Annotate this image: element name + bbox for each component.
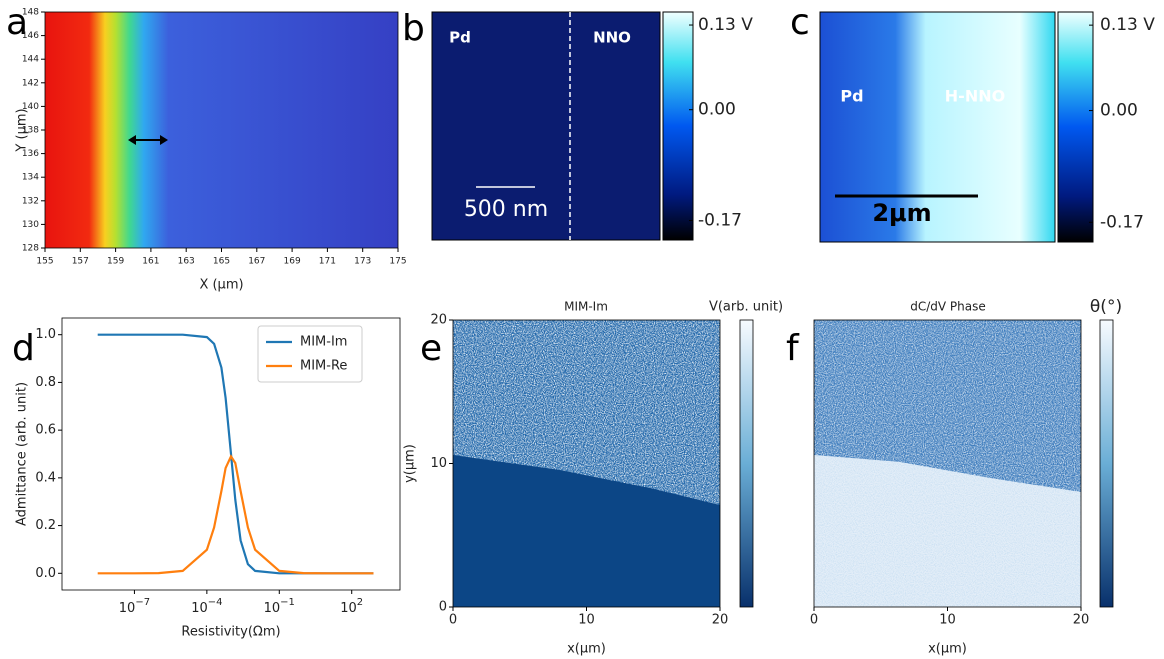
y-tick-label: 0.8 — [35, 375, 56, 390]
x-axis-label: X (μm) — [199, 278, 243, 293]
y-tick-label: 136 — [22, 149, 39, 159]
panel-letter: c — [790, 2, 810, 43]
annotation: Pd — [449, 29, 471, 47]
legend-label: MIM-Im — [300, 335, 347, 350]
colorbar — [1099, 319, 1114, 608]
x-tick-label: 159 — [107, 257, 124, 267]
colorbar-tick-label: 0.13 V — [1100, 15, 1155, 35]
panel-letter: f — [786, 328, 800, 369]
x-tick-label: 20 — [1073, 613, 1090, 628]
x-tick-label: 165 — [213, 257, 230, 267]
annotation: Pd — [840, 87, 863, 106]
chart-title: dC/dV Phase — [910, 300, 986, 314]
y-tick-label: 130 — [22, 220, 39, 230]
y-axis-label: Admittance (arb. unit) — [15, 382, 30, 526]
axes-frame — [61, 317, 401, 591]
x-tick-label: 0 — [810, 613, 818, 628]
y-axis-label: y(μm) — [403, 444, 418, 483]
y-tick-label: 146 — [22, 31, 39, 41]
legend-label: MIM-Re — [300, 359, 347, 374]
x-tick-label: 10−4 — [191, 597, 222, 616]
y-tick-label: 0.4 — [35, 470, 56, 485]
y-tick-label: 0.0 — [35, 566, 56, 581]
y-tick-label: 20 — [430, 313, 447, 328]
colorbar-tick-label: -0.17 — [698, 210, 742, 230]
y-tick-label: 1.0 — [35, 327, 56, 342]
y-tick-label: 0 — [439, 600, 447, 615]
panel-letter: b — [402, 8, 425, 49]
panel-letter: e — [420, 328, 442, 369]
heatmap-region — [453, 320, 720, 505]
x-tick-label: 157 — [72, 257, 89, 267]
x-tick-label: 161 — [142, 257, 159, 267]
annotation: 2μm — [872, 199, 931, 227]
x-tick-label: 10−7 — [119, 597, 150, 616]
colorbar-label: θ(°) — [1090, 297, 1122, 317]
x-tick-label: 10 — [939, 613, 956, 628]
x-tick-label: 175 — [389, 257, 406, 267]
y-tick-label: 142 — [22, 78, 39, 88]
image — [819, 11, 1056, 243]
colorbar-tick-label: 0.00 — [698, 100, 736, 120]
colorbar — [662, 11, 694, 241]
y-tick-label: 128 — [22, 244, 39, 254]
line — [97, 454, 374, 575]
x-tick-label: 163 — [178, 257, 195, 267]
colorbar — [739, 319, 754, 608]
annotation: H-NNO — [945, 87, 1005, 106]
panel-letter: a — [6, 2, 28, 43]
x-tick-label: 155 — [36, 257, 53, 267]
chart-title: MIM-Im — [564, 300, 608, 314]
y-tick-label: 132 — [22, 196, 39, 206]
x-tick-label: 0 — [449, 613, 457, 628]
y-tick-label: 140 — [22, 102, 39, 112]
x-tick-label: 171 — [319, 257, 336, 267]
colorbar-label: V(arb. unit) — [709, 300, 783, 315]
legend-box — [257, 325, 363, 383]
x-tick-label: 169 — [284, 257, 301, 267]
colorbar-tick-label: 0.00 — [1100, 101, 1138, 121]
panel-letter: d — [12, 328, 35, 369]
x-tick-label: 20 — [712, 613, 729, 628]
x-tick-label: 102 — [340, 597, 363, 616]
x-tick-label: 10−1 — [264, 597, 295, 616]
heatmap-image — [45, 12, 398, 248]
y-tick-label: 144 — [22, 55, 39, 65]
x-axis-label: x(μm) — [928, 642, 967, 657]
x-tick-label: 173 — [354, 257, 371, 267]
y-tick-label: 0.6 — [35, 423, 56, 438]
x-tick-label: 10 — [578, 613, 595, 628]
x-axis-label: Resistivity(Ωm) — [181, 625, 280, 640]
y-tick-label: 138 — [22, 126, 39, 136]
colorbar-tick-label: -0.17 — [1100, 212, 1144, 232]
annotation: NNO — [593, 29, 631, 47]
x-tick-label: 167 — [248, 257, 265, 267]
y-tick-label: 0.2 — [35, 518, 56, 533]
y-tick-label: 10 — [430, 456, 447, 471]
arrow-head — [128, 135, 168, 145]
y-tick-label: 148 — [22, 8, 39, 18]
y-axis-label: Y (μm) — [15, 108, 30, 152]
annotation: 500 nm — [464, 197, 548, 222]
colorbar — [1057, 11, 1094, 243]
x-axis-label: x(μm) — [567, 642, 606, 657]
y-tick-label: 134 — [22, 173, 39, 183]
colorbar-tick-label: 0.13 V — [698, 15, 753, 35]
image — [431, 11, 661, 241]
